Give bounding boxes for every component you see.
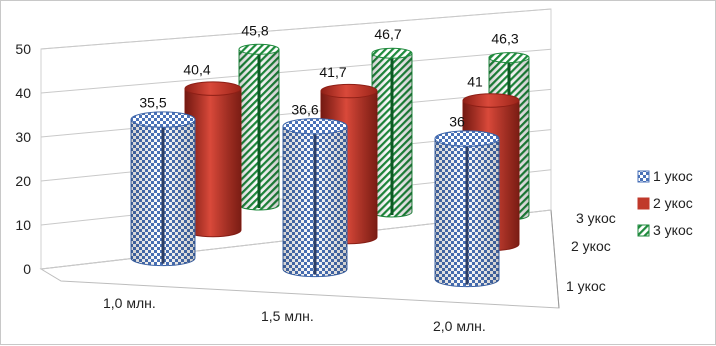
legend-item: 1 укос xyxy=(637,168,693,184)
legend: 1 укос 2 укос 3 укос xyxy=(637,168,693,238)
cylinder-top xyxy=(184,81,242,96)
y-tick-label: 10 xyxy=(15,217,31,233)
cylinder-shade xyxy=(185,88,242,237)
gridline xyxy=(40,8,552,50)
x-tick-label: 1,5 млн. xyxy=(261,308,314,324)
cylinders xyxy=(130,43,530,288)
legend-item: 3 укос xyxy=(637,222,693,238)
legend-item: 2 укос xyxy=(637,195,693,211)
y-axis: 0 10 20 30 40 50 xyxy=(15,41,31,277)
cylinder-3-укос-1 xyxy=(371,47,413,218)
legend-label: 2 укос xyxy=(653,195,693,211)
y-tick-label: 30 xyxy=(15,129,31,145)
legend-label: 3 укос xyxy=(653,222,693,238)
depth-axis: 1 укос 2 укос 3 укос xyxy=(566,210,616,294)
data-label: 45,8 xyxy=(241,22,268,38)
y-tick-label: 20 xyxy=(15,173,31,189)
y-tick-label: 50 xyxy=(15,41,31,57)
depth-tick-label: 2 укос xyxy=(571,238,611,254)
x-tick-label: 1,0 млн. xyxy=(103,295,156,311)
data-label: 41 xyxy=(467,74,483,90)
cylinder-top xyxy=(434,130,500,147)
cylinder-top xyxy=(130,111,196,128)
legend-label: 1 укос xyxy=(653,168,693,184)
y-tick-label: 0 xyxy=(23,261,31,277)
legend-swatch xyxy=(637,224,650,237)
cylinder-top xyxy=(488,52,530,64)
data-labels: 45,8 46,7 46,3 40,4 41,7 41 35,5 36,6 36 xyxy=(139,22,518,129)
cylinder-top xyxy=(282,118,348,135)
cylinder-1-укос-0 xyxy=(130,111,196,267)
x-axis: 1,0 млн. 1,5 млн. 2,0 млн. xyxy=(103,295,486,334)
data-label: 35,5 xyxy=(139,95,166,111)
legend-swatch xyxy=(637,170,650,183)
depth-tick-label: 3 укос xyxy=(576,210,616,226)
depth-tick-label: 1 укос xyxy=(566,278,606,294)
data-label: 36,6 xyxy=(291,101,318,117)
side-axis xyxy=(550,209,560,309)
cylinder-top xyxy=(371,47,413,59)
legend-swatch xyxy=(637,197,650,210)
cylinder-top xyxy=(320,83,378,99)
cylinder-1-укос-1 xyxy=(282,118,348,278)
data-label: 46,7 xyxy=(374,26,401,42)
cylinder-1-укос-2 xyxy=(434,130,500,288)
cylinder-top xyxy=(462,93,520,108)
data-label: 41,7 xyxy=(319,64,346,80)
data-label: 40,4 xyxy=(183,62,210,78)
gridline xyxy=(40,48,552,94)
cylinder-top xyxy=(238,43,280,55)
data-label: 36 xyxy=(449,114,465,130)
data-label: 46,3 xyxy=(491,31,518,47)
y-tick-label: 40 xyxy=(15,85,31,101)
x-tick-label: 2,0 млн. xyxy=(433,318,486,334)
cylinder-3-укос-0 xyxy=(238,43,280,211)
